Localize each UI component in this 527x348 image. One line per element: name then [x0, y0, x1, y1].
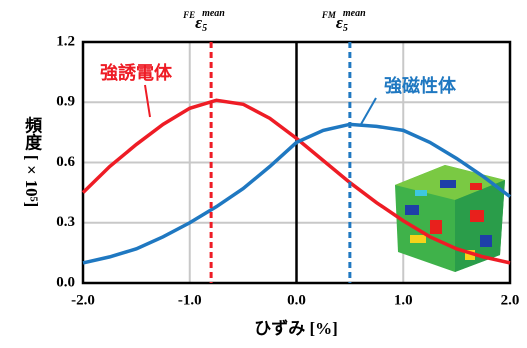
y-tick-label: 0.3 [56, 214, 75, 230]
label-sub: 5 [343, 23, 348, 34]
y-tick-label: 1.2 [56, 33, 75, 49]
label-pre: FM [321, 10, 337, 20]
series-label: 強誘電体 [100, 62, 173, 83]
x-tick-label: -1.0 [178, 292, 202, 308]
y-tick-label: 0.9 [56, 94, 75, 110]
label-sup: mean [202, 8, 225, 19]
chart: ひずみ [%] 頻度 [×10⁵] 0.0 0.3 0.6 0.9 1.2 -2.0 -1.… [0, 0, 527, 348]
y-tick-label: 0.0 [56, 274, 75, 290]
x-tick-label: 2.0 [501, 292, 520, 308]
series-label: 強磁性体 [384, 75, 457, 96]
x-tick-label: 0.0 [287, 292, 306, 308]
label-sup: mean [343, 8, 366, 19]
label-pre: FE [182, 10, 195, 20]
mean-label: FMε5 mean [321, 8, 366, 34]
mean-label: FEε5 mean [182, 8, 225, 34]
x-tick-label: -2.0 [71, 292, 95, 308]
y-axis-label: 頻度 [×10⁵] [22, 116, 43, 208]
label-symbol: ε [336, 13, 343, 32]
label-sub: 5 [202, 23, 207, 34]
y-tick-label: 0.6 [56, 154, 75, 170]
x-axis-label: ひずみ [%] [254, 319, 338, 338]
label-pointer [145, 85, 150, 117]
x-tick-label: 1.0 [394, 292, 413, 308]
label-symbol: ε [195, 13, 202, 32]
